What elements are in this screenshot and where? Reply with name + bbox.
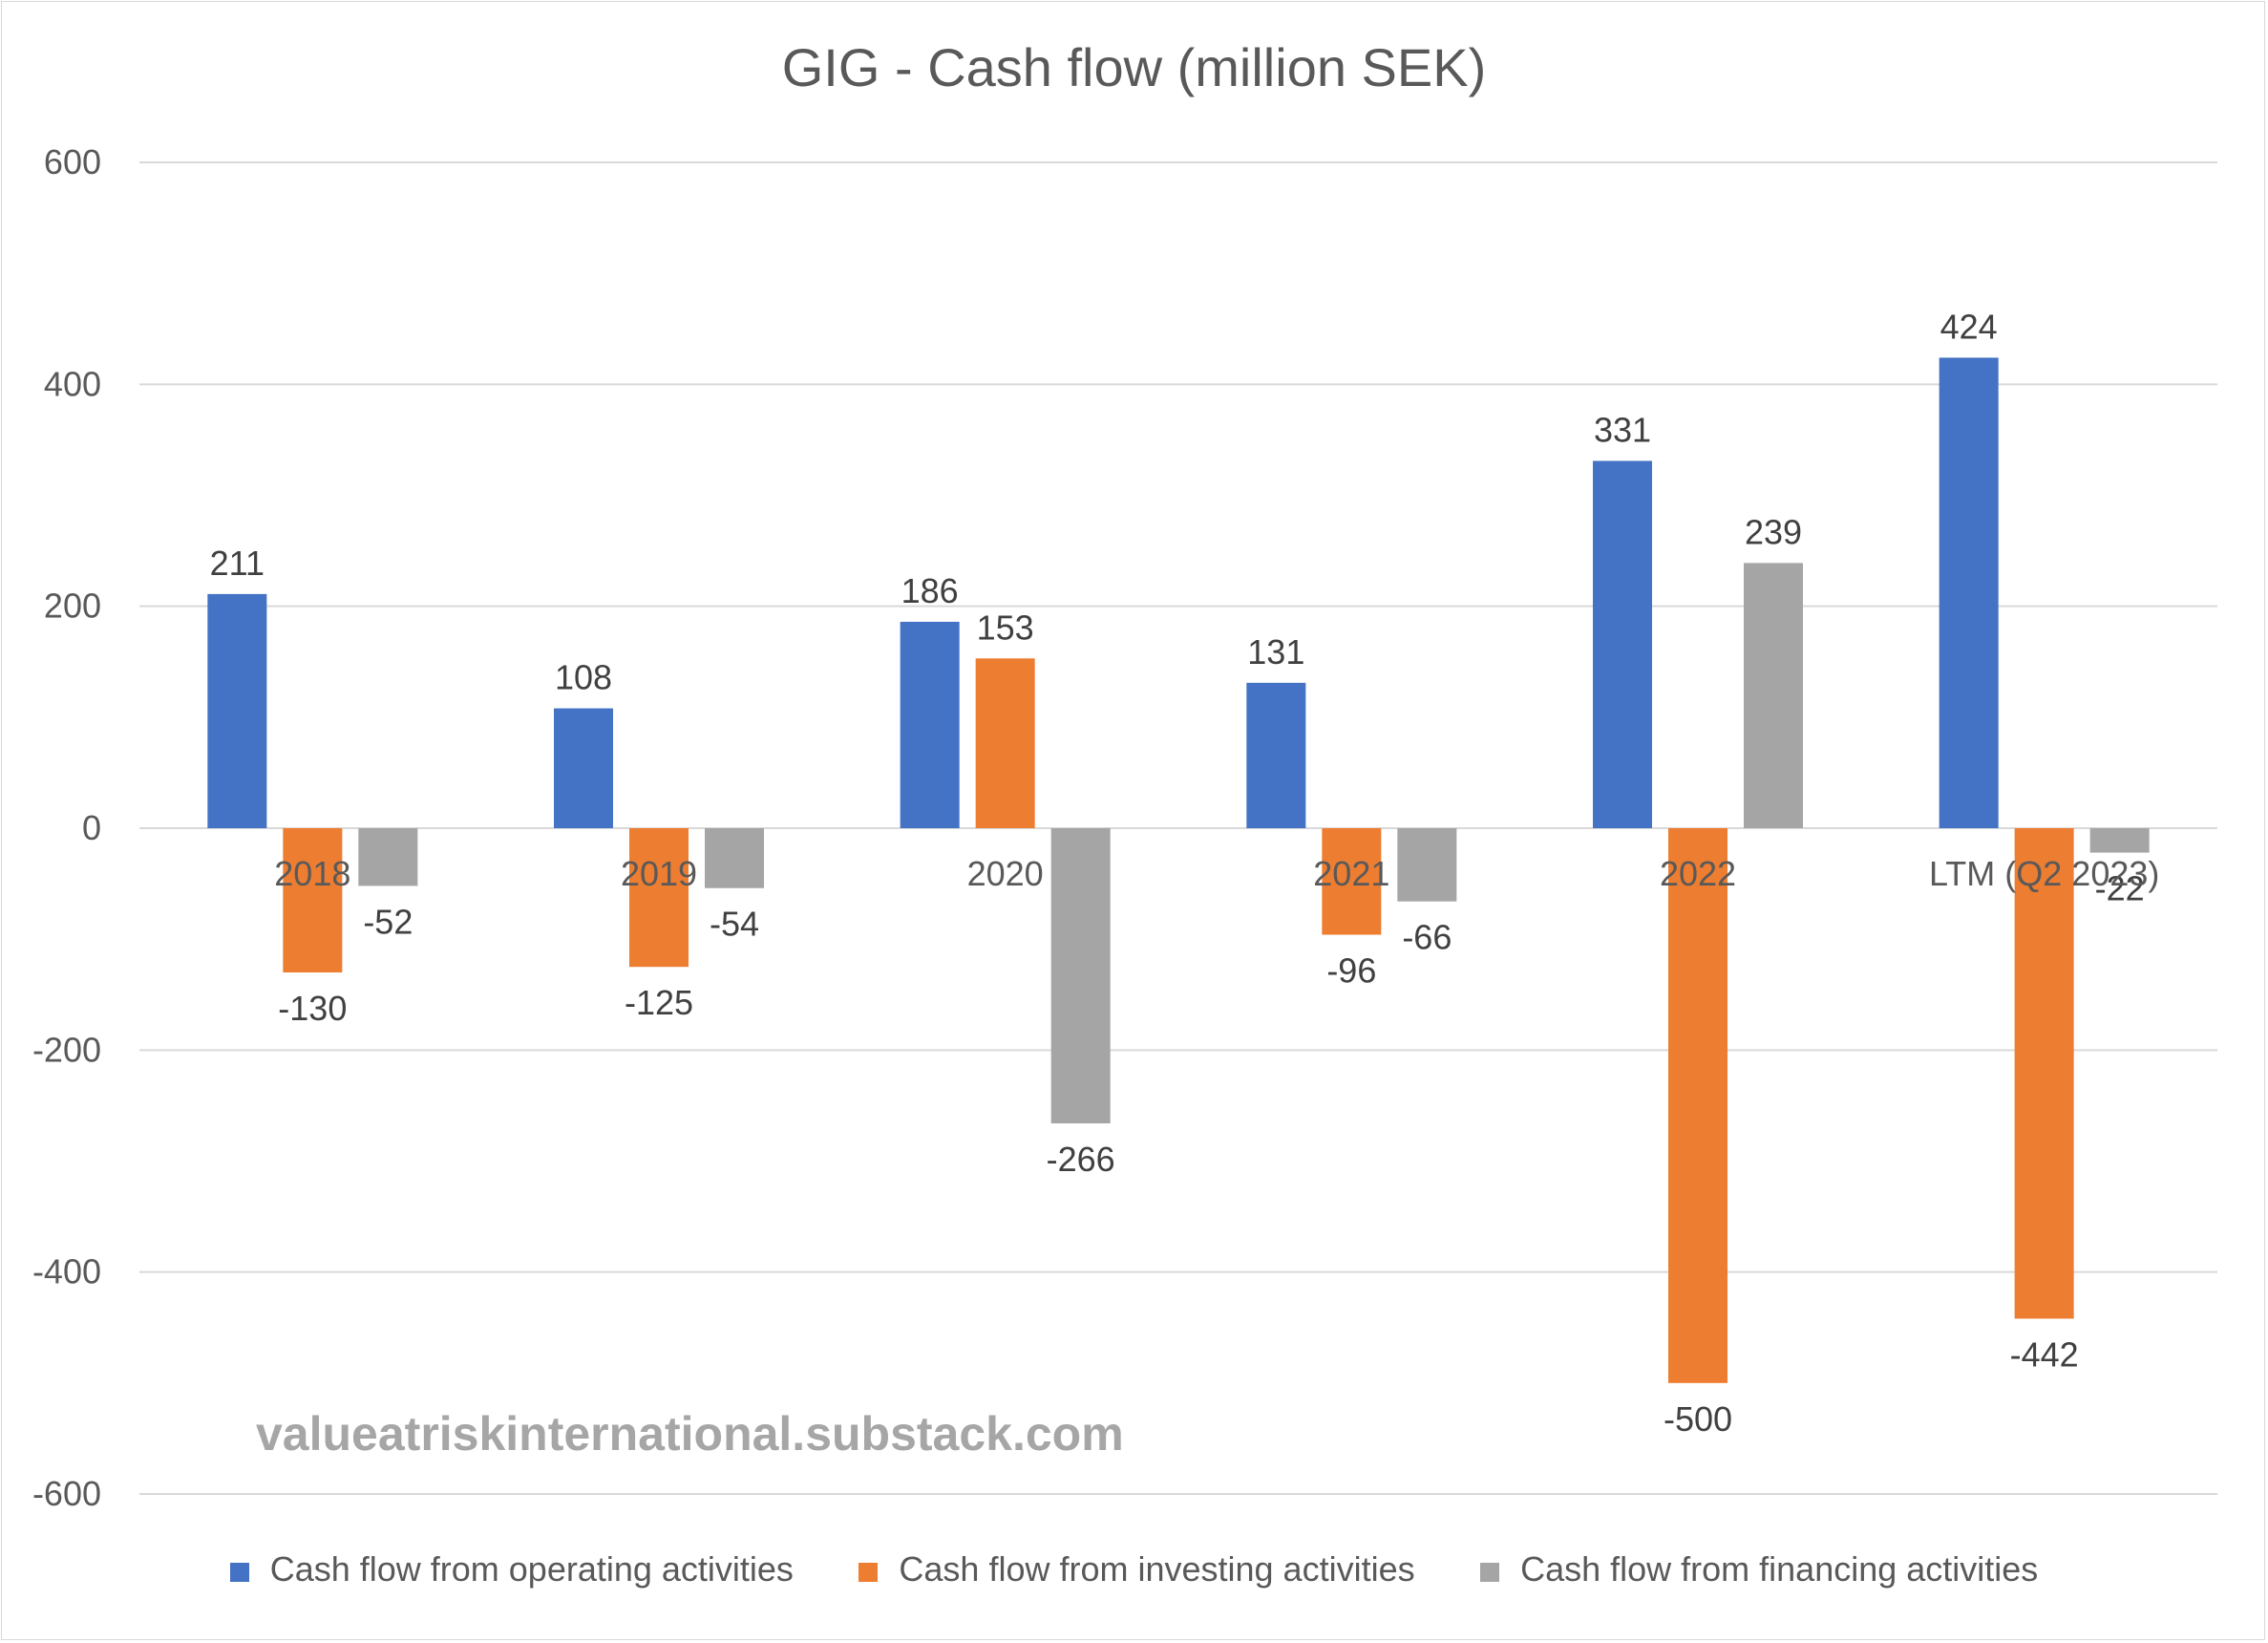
data-label: -500 [1664,1399,1732,1439]
bar-2022-s2 [1744,563,1803,828]
bar-2021-s0 [1246,682,1306,828]
y-tick-label: -600 [32,1474,101,1513]
category-label: LTM (Q2 2023) [1929,854,2159,893]
data-label: 424 [1940,307,1998,346]
x-axis-categories: 2018 2019 2020 2021 2022 LTM (Q2 2023) [274,854,2159,893]
legend-swatch-operating [229,1563,249,1582]
data-label: -66 [1402,918,1452,957]
legend-label-operating: Cash flow from operating activities [269,1549,794,1589]
data-label: -54 [710,905,759,944]
bar-2019-s2 [705,828,764,888]
legend: Cash flow from operating activities Cash… [0,1549,2268,1590]
category-label: 2022 [1660,854,1736,893]
category-label: 2018 [274,854,350,893]
data-label: 108 [555,658,612,697]
bar-2018-s0 [207,593,267,828]
bar-2020-s0 [900,621,960,828]
bar-ltm-q2-2023--s1 [2014,828,2074,1319]
legend-swatch-financing [1480,1563,1500,1582]
data-label: -52 [363,902,413,941]
y-tick-label: 0 [82,808,101,847]
y-tick-label: -400 [32,1252,101,1291]
data-label: 186 [901,571,959,610]
bar-2022-s1 [1668,828,1727,1383]
data-label: -266 [1047,1140,1115,1179]
bar-ltm-q2-2023--s0 [1939,357,1999,828]
data-label: 331 [1594,410,1651,449]
legend-item-operating: Cash flow from operating activities [229,1549,794,1590]
category-label: 2021 [1313,854,1389,893]
data-label: -96 [1326,951,1376,991]
data-label: -442 [2010,1334,2079,1374]
bar-2018-s1 [283,828,343,973]
bar-2020-s2 [1050,828,1111,1124]
bar-2019-s1 [629,828,689,968]
data-label: -125 [625,983,693,1022]
category-label: 2020 [967,854,1044,893]
chart-title: GIG - Cash flow (million SEK) [781,37,1487,97]
data-label: 211 [210,544,265,583]
y-tick-label: -200 [32,1030,101,1069]
legend-item-financing: Cash flow from financing activities [1480,1549,2038,1590]
gridlines [139,161,2217,1495]
y-tick-label: 600 [44,142,101,181]
y-axis-ticks: 600 400 200 0 -200 -400 -600 [32,142,101,1513]
bar-ltm-q2-2023--s2 [2089,828,2150,853]
bar-2021-s2 [1397,828,1457,902]
legend-label-investing: Cash flow from investing activities [899,1549,1415,1589]
bar-2020-s1 [975,658,1035,828]
bars [207,357,2150,1383]
legend-swatch-investing [858,1563,879,1582]
bar-2018-s2 [358,828,418,886]
category-label: 2019 [621,854,697,893]
legend-label-financing: Cash flow from financing activities [1520,1549,2039,1589]
bar-2019-s0 [554,708,613,828]
data-label: 153 [977,608,1034,647]
y-tick-label: 200 [44,587,101,626]
y-tick-label: 400 [44,364,101,403]
bar-2022-s0 [1593,460,1652,828]
data-label: -22 [2095,869,2145,908]
data-labels: 211 -130 -52 108 -125 -54 186 153 -266 131 -96 -66 3… [210,307,2145,1438]
legend-item-investing: Cash flow from investing activities [858,1549,1415,1590]
watermark: valueatriskinternational.substack.com [256,1407,1124,1461]
data-label: 239 [1745,512,1802,551]
data-label: -130 [278,989,347,1028]
bar-2021-s1 [1322,828,1382,935]
data-label: 131 [1247,632,1304,672]
